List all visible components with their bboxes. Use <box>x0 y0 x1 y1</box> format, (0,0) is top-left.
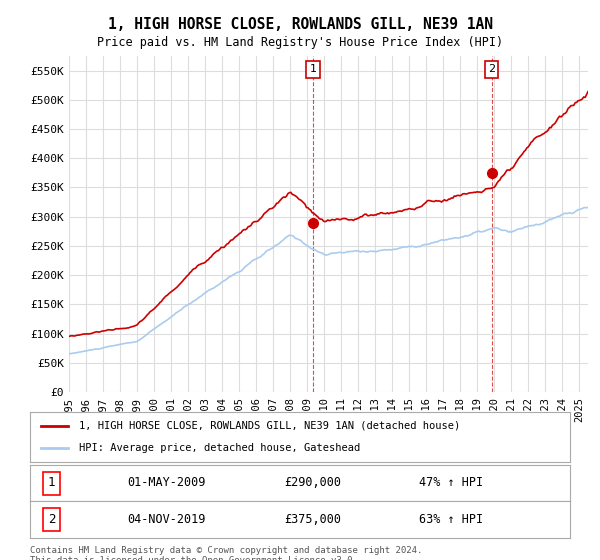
Text: 04-NOV-2019: 04-NOV-2019 <box>127 513 206 526</box>
Text: 2: 2 <box>488 64 495 74</box>
Text: 63% ↑ HPI: 63% ↑ HPI <box>419 513 483 526</box>
Text: 47% ↑ HPI: 47% ↑ HPI <box>419 477 483 489</box>
Text: £290,000: £290,000 <box>284 477 341 489</box>
Text: 01-MAY-2009: 01-MAY-2009 <box>127 477 206 489</box>
Text: Price paid vs. HM Land Registry's House Price Index (HPI): Price paid vs. HM Land Registry's House … <box>97 36 503 49</box>
Text: Contains HM Land Registry data © Crown copyright and database right 2024.
This d: Contains HM Land Registry data © Crown c… <box>30 546 422 560</box>
Text: HPI: Average price, detached house, Gateshead: HPI: Average price, detached house, Gate… <box>79 443 360 453</box>
Text: 2: 2 <box>48 513 55 526</box>
Text: 1: 1 <box>48 477 55 489</box>
Text: £375,000: £375,000 <box>284 513 341 526</box>
Text: 1, HIGH HORSE CLOSE, ROWLANDS GILL, NE39 1AN (detached house): 1, HIGH HORSE CLOSE, ROWLANDS GILL, NE39… <box>79 421 460 431</box>
Text: 1, HIGH HORSE CLOSE, ROWLANDS GILL, NE39 1AN: 1, HIGH HORSE CLOSE, ROWLANDS GILL, NE39… <box>107 17 493 32</box>
Text: 1: 1 <box>310 64 316 74</box>
